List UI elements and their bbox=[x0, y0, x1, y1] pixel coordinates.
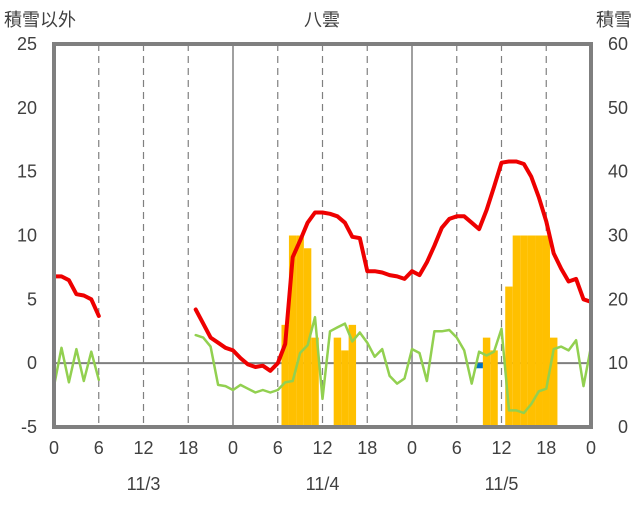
x-tick-label: 6 bbox=[94, 438, 104, 458]
snow-bar bbox=[527, 235, 536, 427]
snow-bar bbox=[341, 350, 349, 427]
snow-bar bbox=[542, 235, 550, 427]
green-series-line bbox=[194, 315, 593, 415]
snow-bar bbox=[520, 235, 528, 427]
snow-bar bbox=[288, 235, 297, 427]
snow-depth-bars bbox=[281, 235, 558, 427]
right-tick-label: 0 bbox=[618, 417, 628, 437]
gridlines bbox=[54, 44, 591, 427]
left-tick-label: -5 bbox=[21, 417, 37, 437]
right-tick-label: 60 bbox=[608, 34, 628, 54]
snow-bar bbox=[348, 324, 357, 427]
right-tick-label: 50 bbox=[608, 98, 628, 118]
axis-labels: -5 0 5 10 15 20 25 0 10 20 30 40 50 60 0 6 12 18 0 6 12 18 0 6 1… bbox=[17, 34, 628, 494]
snow-bar bbox=[490, 350, 498, 427]
x-tick-label: 18 bbox=[178, 438, 198, 458]
date-label: 11/3 bbox=[127, 474, 161, 494]
right-axis-title: 積雪 bbox=[596, 10, 632, 30]
left-axis-title: 積雪以外 bbox=[4, 10, 76, 30]
right-tick-label: 40 bbox=[608, 162, 628, 182]
left-tick-label: 15 bbox=[17, 162, 37, 182]
green-series-line bbox=[52, 346, 101, 388]
left-tick-label: 25 bbox=[17, 34, 37, 54]
date-label: 11/5 bbox=[485, 474, 519, 494]
left-tick-label: 10 bbox=[17, 226, 37, 246]
x-tick-label: 12 bbox=[133, 438, 153, 458]
x-tick-label: 18 bbox=[357, 438, 377, 458]
snow-bar bbox=[512, 235, 521, 427]
snow-bar bbox=[535, 235, 543, 427]
right-tick-label: 10 bbox=[608, 353, 628, 373]
x-tick-label: 0 bbox=[49, 438, 59, 458]
x-tick-label: 18 bbox=[536, 438, 556, 458]
left-tick-label: 5 bbox=[27, 289, 37, 309]
x-tick-label: 12 bbox=[312, 438, 332, 458]
date-label: 11/4 bbox=[306, 474, 340, 494]
snow-bar bbox=[549, 337, 558, 427]
x-tick-label: 0 bbox=[228, 438, 238, 458]
precip-bar bbox=[475, 363, 483, 369]
snow-bar bbox=[333, 337, 342, 427]
right-tick-label: 20 bbox=[608, 289, 628, 309]
snow-bar bbox=[303, 248, 312, 427]
x-tick-label: 0 bbox=[586, 438, 596, 458]
plot-frame bbox=[52, 42, 593, 429]
x-tick-label: 6 bbox=[452, 438, 462, 458]
right-tick-label: 30 bbox=[608, 226, 628, 246]
left-tick-label: 20 bbox=[17, 98, 37, 118]
snow-bar bbox=[281, 324, 289, 427]
snow-bar bbox=[482, 337, 491, 427]
left-tick-label: 0 bbox=[27, 353, 37, 373]
x-tick-label: 12 bbox=[491, 438, 511, 458]
chart-title: 八雲 bbox=[304, 10, 340, 30]
x-tick-label: 6 bbox=[273, 438, 283, 458]
red-series-line bbox=[193, 159, 593, 373]
snow-bar bbox=[296, 235, 304, 427]
snow-bar bbox=[505, 286, 513, 427]
red-series-line bbox=[52, 274, 101, 318]
x-tick-label: 0 bbox=[407, 438, 417, 458]
snow-bar bbox=[311, 337, 319, 427]
